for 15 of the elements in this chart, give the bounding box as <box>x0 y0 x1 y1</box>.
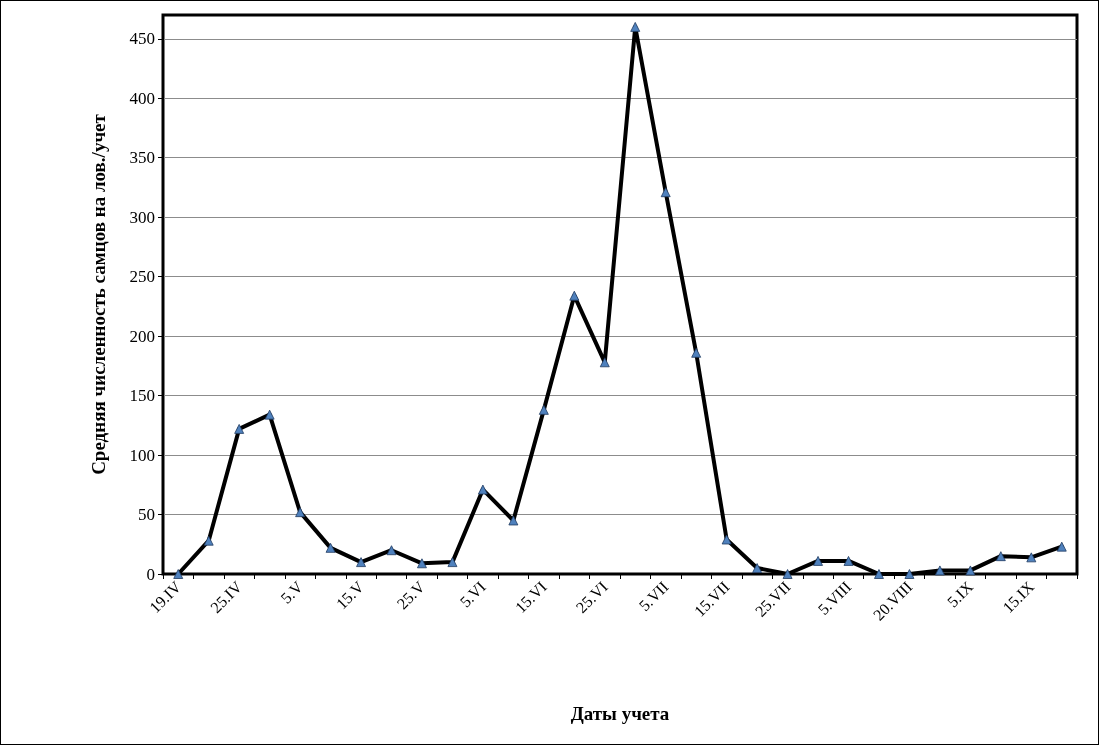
x-tick-label: 5.V <box>277 577 307 607</box>
y-tick-label: 250 <box>129 267 155 287</box>
y-tick-label: 100 <box>129 445 155 465</box>
y-tick-label: 450 <box>129 29 155 49</box>
y-tick-label: 0 <box>146 564 155 584</box>
x-tick-label: 5.VI <box>456 577 489 611</box>
y-axis-title: Средняя численность самцов на лов./учет <box>88 113 109 475</box>
x-axis-title: Даты учета <box>570 703 670 724</box>
x-tick-label: 5.IX <box>943 577 977 611</box>
y-tick-label: 200 <box>129 326 155 346</box>
y-tick-label: 400 <box>129 88 155 108</box>
y-tick-label: 350 <box>129 148 155 168</box>
y-tick-label: 150 <box>129 386 155 406</box>
y-tick-label: 50 <box>138 505 155 525</box>
y-tick-label: 300 <box>129 207 155 227</box>
